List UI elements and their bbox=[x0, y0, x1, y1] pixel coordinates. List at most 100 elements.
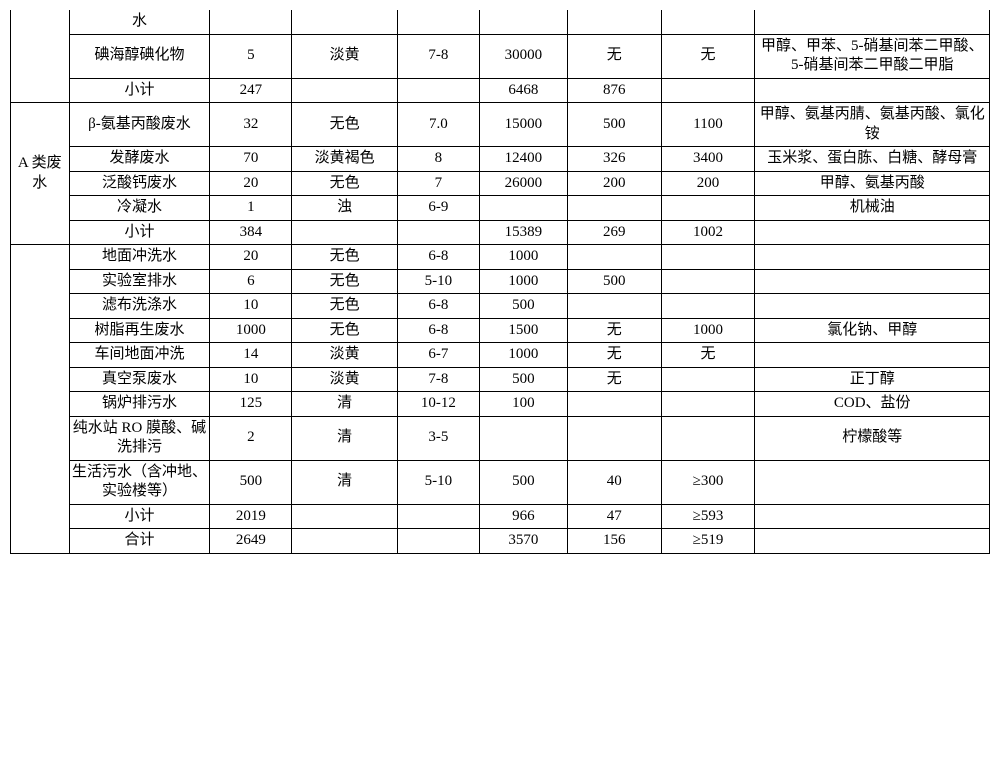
cell: COD、盐份 bbox=[755, 392, 990, 417]
cell: 柠檬酸等 bbox=[755, 416, 990, 460]
cell bbox=[397, 78, 479, 103]
table-row: 树脂再生废水1000无色6-81500无1000氯化钠、甲醇 bbox=[11, 318, 990, 343]
cell: 6-9 bbox=[397, 196, 479, 221]
row-name: 纯水站 RO 膜酸、碱洗排污 bbox=[69, 416, 210, 460]
cell bbox=[755, 220, 990, 245]
cell: 10-12 bbox=[397, 392, 479, 417]
cell bbox=[755, 245, 990, 270]
row-name: 地面冲洗水 bbox=[69, 245, 210, 270]
cell bbox=[210, 10, 292, 34]
cell: 1000 bbox=[210, 318, 292, 343]
cell bbox=[567, 294, 661, 319]
cell: 2649 bbox=[210, 529, 292, 554]
cell: 47 bbox=[567, 504, 661, 529]
cell: ≥300 bbox=[661, 460, 755, 504]
cell bbox=[479, 196, 567, 221]
cell: 无 bbox=[567, 343, 661, 368]
cell: 200 bbox=[661, 171, 755, 196]
cell: 20 bbox=[210, 245, 292, 270]
cell: 1000 bbox=[479, 343, 567, 368]
cell: 26000 bbox=[479, 171, 567, 196]
cell: 500 bbox=[210, 460, 292, 504]
cell: 玉米浆、蛋白胨、白糖、酵母膏 bbox=[755, 147, 990, 172]
cell bbox=[292, 504, 398, 529]
cell: 3-5 bbox=[397, 416, 479, 460]
table-row: 发酵废水70淡黄褐色8124003263400玉米浆、蛋白胨、白糖、酵母膏 bbox=[11, 147, 990, 172]
cell: 淡黄 bbox=[292, 343, 398, 368]
cell bbox=[661, 10, 755, 34]
cell bbox=[755, 343, 990, 368]
cell: 7.0 bbox=[397, 103, 479, 147]
row-name: 锅炉排污水 bbox=[69, 392, 210, 417]
cell: 7 bbox=[397, 171, 479, 196]
row-name: β-氨基丙酸废水 bbox=[69, 103, 210, 147]
cell: 3570 bbox=[479, 529, 567, 554]
cell: 14 bbox=[210, 343, 292, 368]
cell bbox=[755, 294, 990, 319]
cell: 7-8 bbox=[397, 367, 479, 392]
cell: 500 bbox=[479, 367, 567, 392]
table-row: 小计201996647≥593 bbox=[11, 504, 990, 529]
cell: 无 bbox=[567, 318, 661, 343]
cell bbox=[661, 269, 755, 294]
cell bbox=[479, 10, 567, 34]
cell: 40 bbox=[567, 460, 661, 504]
cell: 32 bbox=[210, 103, 292, 147]
cell bbox=[661, 392, 755, 417]
cell: 6-7 bbox=[397, 343, 479, 368]
cell: 6-8 bbox=[397, 318, 479, 343]
cell: 浊 bbox=[292, 196, 398, 221]
cell: 100 bbox=[479, 392, 567, 417]
cell bbox=[567, 392, 661, 417]
cell: ≥519 bbox=[661, 529, 755, 554]
row-name: 水 bbox=[69, 10, 210, 34]
cell: 15000 bbox=[479, 103, 567, 147]
row-name: 车间地面冲洗 bbox=[69, 343, 210, 368]
row-name: 小计 bbox=[69, 220, 210, 245]
cell: 甲醇、氨基丙腈、氨基丙酸、氯化铵 bbox=[755, 103, 990, 147]
row-name: 实验室排水 bbox=[69, 269, 210, 294]
row-name: 冷凝水 bbox=[69, 196, 210, 221]
cell bbox=[292, 220, 398, 245]
cell bbox=[397, 529, 479, 554]
cell bbox=[661, 245, 755, 270]
cell: 正丁醇 bbox=[755, 367, 990, 392]
cell: 1000 bbox=[661, 318, 755, 343]
row-name: 发酵废水 bbox=[69, 147, 210, 172]
group-label bbox=[11, 10, 70, 103]
cell: 无 bbox=[661, 343, 755, 368]
row-name: 合计 bbox=[69, 529, 210, 554]
cell bbox=[661, 78, 755, 103]
cell: 15389 bbox=[479, 220, 567, 245]
cell bbox=[292, 529, 398, 554]
cell: 30000 bbox=[479, 34, 567, 78]
row-name: 生活污水（含冲地、实验楼等） bbox=[69, 460, 210, 504]
table-row: 泛酸钙废水20无色726000200200甲醇、氨基丙酸 bbox=[11, 171, 990, 196]
row-name: 小计 bbox=[69, 78, 210, 103]
cell: 无色 bbox=[292, 103, 398, 147]
cell: 12400 bbox=[479, 147, 567, 172]
cell bbox=[661, 196, 755, 221]
cell: 20 bbox=[210, 171, 292, 196]
cell bbox=[755, 78, 990, 103]
cell: 125 bbox=[210, 392, 292, 417]
cell bbox=[567, 416, 661, 460]
cell bbox=[755, 10, 990, 34]
cell bbox=[661, 416, 755, 460]
cell: 1000 bbox=[479, 269, 567, 294]
cell: 6-8 bbox=[397, 245, 479, 270]
cell: 10 bbox=[210, 367, 292, 392]
table-row: 滤布洗涤水10无色6-8500 bbox=[11, 294, 990, 319]
cell: 无 bbox=[567, 367, 661, 392]
cell bbox=[755, 269, 990, 294]
cell bbox=[397, 220, 479, 245]
table-row: 小计2476468876 bbox=[11, 78, 990, 103]
cell bbox=[661, 294, 755, 319]
cell: 6-8 bbox=[397, 294, 479, 319]
cell: 6 bbox=[210, 269, 292, 294]
cell: 7-8 bbox=[397, 34, 479, 78]
table-row: 实验室排水6无色5-101000500 bbox=[11, 269, 990, 294]
table-row: 锅炉排污水125清10-12100COD、盐份 bbox=[11, 392, 990, 417]
table-row: 纯水站 RO 膜酸、碱洗排污2清3-5柠檬酸等 bbox=[11, 416, 990, 460]
cell: 1500 bbox=[479, 318, 567, 343]
